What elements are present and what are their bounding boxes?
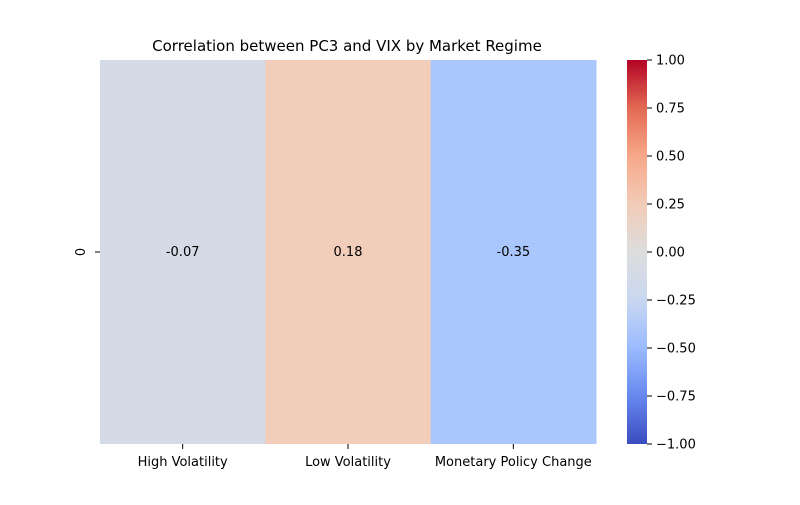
colorbar-gradient xyxy=(627,60,647,444)
heatmap-cell xyxy=(265,60,432,444)
colorbar-tick-label: 0.25 xyxy=(656,198,685,213)
colorbar-tick-label: 0.00 xyxy=(656,246,685,261)
heatmap-cell xyxy=(100,60,266,444)
colorbar: 1.00 0.75 0.50 0.25 0.00 −0.25 −0.50 −0.75 −1.00 xyxy=(627,54,696,453)
colorbar-tick-label: −0.25 xyxy=(656,294,696,309)
x-tick-label: High Volatility xyxy=(138,455,228,470)
colorbar-tick-label: −0.50 xyxy=(656,342,696,357)
y-tick-label: 0 xyxy=(74,248,89,256)
x-tick-label: Monetary Policy Change xyxy=(435,455,592,470)
colorbar-tick-label: 0.75 xyxy=(656,102,685,117)
cell-value-label: -0.07 xyxy=(166,245,200,260)
chart-title: Correlation between PC3 and VIX by Marke… xyxy=(152,37,542,55)
x-axis: High Volatility Low Volatility Monetary Po… xyxy=(138,444,592,470)
colorbar-tick-label: 1.00 xyxy=(656,54,685,69)
colorbar-tick-label: −0.75 xyxy=(656,390,696,405)
heatmap-cells: -0.07 0.18 -0.35 xyxy=(100,60,597,444)
x-tick-label: Low Volatility xyxy=(305,455,391,470)
cell-value-label: -0.35 xyxy=(497,245,531,260)
cell-value-label: 0.18 xyxy=(334,245,363,260)
heatmap-cell xyxy=(430,60,597,444)
colorbar-tick-label: 0.50 xyxy=(656,150,685,165)
y-axis: 0 xyxy=(74,248,100,256)
colorbar-tick-label: −1.00 xyxy=(656,438,696,453)
